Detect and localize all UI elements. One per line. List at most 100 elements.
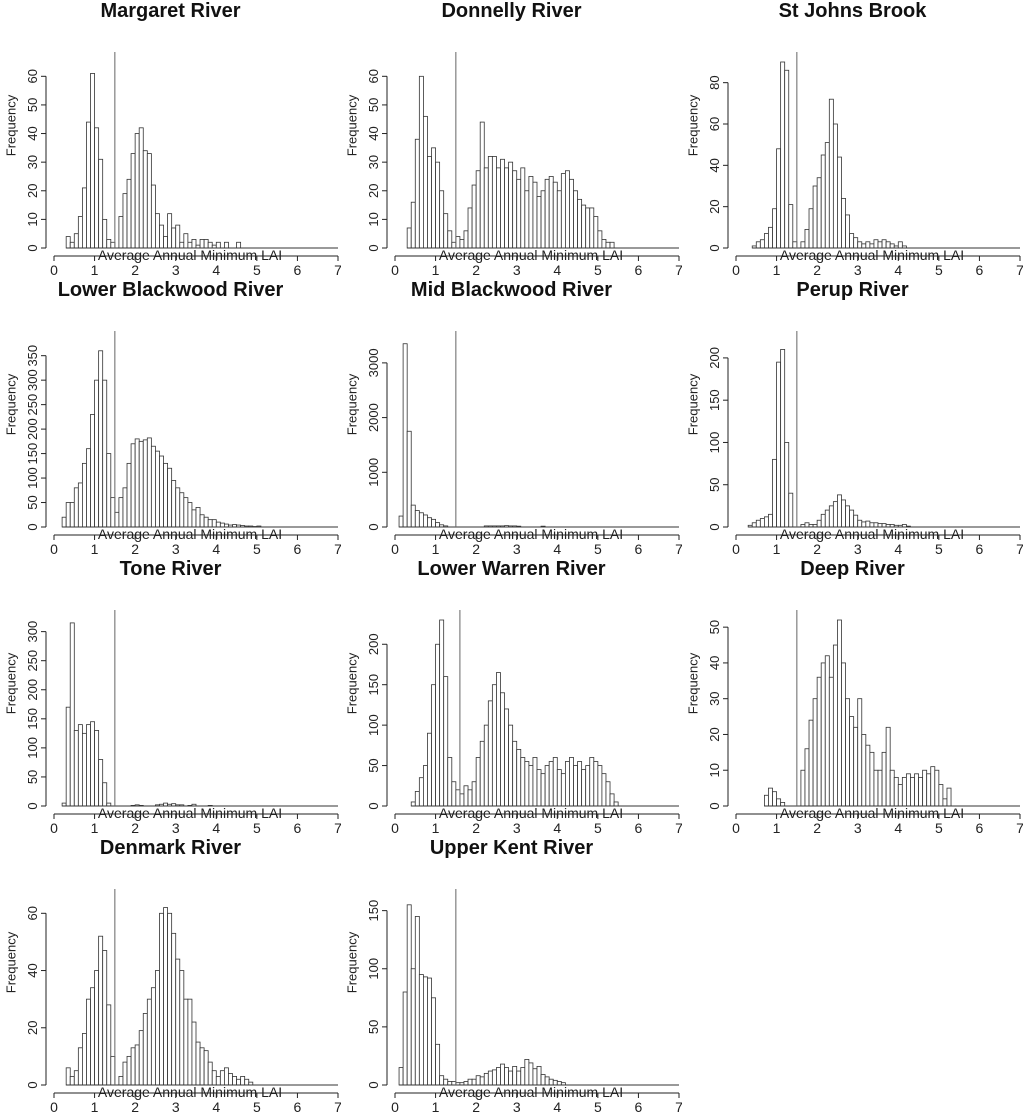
histogram-bar bbox=[544, 178, 550, 249]
histogram-bar bbox=[199, 1047, 205, 1086]
chart-title: Perup River bbox=[796, 279, 909, 301]
histogram-bar bbox=[187, 502, 193, 528]
histogram-bar bbox=[439, 619, 445, 807]
histogram-bar bbox=[772, 458, 777, 528]
histogram-bar bbox=[118, 216, 124, 249]
histogram-bar bbox=[491, 684, 497, 807]
histogram-bar bbox=[187, 998, 193, 1086]
y-tick-label: 150 bbox=[366, 900, 381, 922]
histogram-bar bbox=[500, 1063, 505, 1086]
histogram-bar bbox=[86, 121, 91, 249]
chart-title: Tone River bbox=[119, 558, 222, 580]
histogram-bar bbox=[597, 765, 603, 807]
histogram-bar bbox=[73, 1070, 79, 1086]
x-tick-label: 0 bbox=[732, 820, 740, 836]
x-tick-label: 0 bbox=[50, 262, 58, 278]
y-tick-label: 50 bbox=[366, 1020, 381, 1034]
histogram-bar bbox=[845, 214, 851, 249]
x-tick-label: 1 bbox=[773, 541, 781, 557]
histogram-bar bbox=[98, 759, 104, 807]
histogram-bar bbox=[406, 227, 412, 249]
histogram-bar bbox=[483, 167, 489, 249]
histogram-bar bbox=[410, 968, 416, 1086]
histogram-bar bbox=[86, 448, 91, 528]
y-tick-label: 300 bbox=[25, 369, 40, 391]
histogram-svg: 0 1 2 3 4 5 6 7 0 10 20 30 40 50 60 bbox=[366, 52, 682, 278]
x-tick-label: 4 bbox=[212, 1099, 220, 1115]
histogram-bar bbox=[106, 453, 112, 528]
histogram-bar bbox=[69, 622, 75, 807]
y-axis-label: Frequency bbox=[3, 373, 19, 436]
histogram-bar bbox=[179, 970, 185, 1086]
histogram-bar bbox=[146, 437, 152, 528]
histogram-bar bbox=[496, 672, 501, 807]
histogram-bar bbox=[110, 1055, 116, 1086]
x-tick-label: 7 bbox=[1016, 820, 1023, 836]
histogram-bar bbox=[516, 748, 522, 807]
y-tick-label: 1000 bbox=[366, 458, 381, 487]
histogram-bar bbox=[512, 1065, 518, 1086]
histogram-bar bbox=[163, 462, 169, 528]
histogram-bar bbox=[183, 497, 189, 528]
y-tick-label: 50 bbox=[25, 495, 40, 509]
histogram-bar bbox=[548, 176, 554, 249]
x-tick-label: 5 bbox=[253, 1099, 261, 1115]
y-axis-label: Frequency bbox=[344, 931, 360, 994]
x-tick-label: 2 bbox=[131, 1099, 139, 1115]
x-tick-label: 6 bbox=[976, 541, 984, 557]
histogram-bar bbox=[94, 127, 100, 249]
histogram-bar bbox=[155, 970, 160, 1086]
histogram-bar bbox=[824, 509, 830, 528]
histogram-bar bbox=[138, 1030, 144, 1086]
histogram-bar bbox=[849, 233, 855, 249]
histogram-bar bbox=[516, 1070, 522, 1086]
histogram-bar bbox=[171, 227, 177, 249]
x-tick-label: 7 bbox=[334, 541, 341, 557]
histogram-bar bbox=[207, 1061, 213, 1086]
histogram-bar bbox=[102, 782, 108, 807]
histogram-svg: 0 1 2 3 4 5 6 7 0 20 40 60 80 bbox=[707, 52, 1023, 278]
histogram-bar bbox=[496, 167, 501, 249]
histogram-bar bbox=[528, 765, 534, 807]
histogram-bar bbox=[901, 776, 907, 807]
histogram-bar bbox=[159, 912, 164, 1086]
histogram-bar bbox=[467, 207, 473, 249]
y-tick-label: 50 bbox=[707, 620, 722, 634]
x-tick-label: 4 bbox=[894, 262, 902, 278]
histogram-bar bbox=[788, 492, 794, 528]
y-axis-label: Frequency bbox=[344, 94, 360, 157]
histogram-bar bbox=[150, 184, 156, 249]
histogram-bar bbox=[832, 501, 838, 528]
histogram-bar bbox=[865, 744, 871, 807]
histogram-bar bbox=[142, 439, 148, 528]
histogram-bar bbox=[828, 505, 834, 528]
x-tick-label: 0 bbox=[50, 541, 58, 557]
y-tick-label: 20 bbox=[366, 184, 381, 198]
y-tick-label: 200 bbox=[707, 347, 722, 369]
histogram-bar bbox=[479, 121, 485, 249]
histogram-bar bbox=[605, 781, 611, 807]
histogram-bar bbox=[447, 757, 453, 807]
histogram-bar bbox=[512, 170, 518, 249]
histogram-bar bbox=[784, 442, 790, 528]
y-tick-label: 100 bbox=[707, 432, 722, 454]
histogram-bar bbox=[934, 769, 940, 807]
histogram-bar bbox=[479, 740, 485, 807]
histogram-bar bbox=[134, 438, 140, 528]
y-tick-label: 250 bbox=[25, 394, 40, 416]
histogram-bar bbox=[118, 497, 124, 528]
chart-title: Margaret River bbox=[100, 0, 241, 22]
x-tick-label: 7 bbox=[675, 262, 682, 278]
histogram-bar bbox=[82, 187, 87, 249]
y-tick-label: 50 bbox=[366, 98, 381, 112]
histogram-bar bbox=[130, 1047, 136, 1086]
x-tick-label: 4 bbox=[553, 1099, 561, 1115]
x-tick-label: 4 bbox=[894, 820, 902, 836]
y-tick-label: 30 bbox=[366, 155, 381, 169]
histogram-bar bbox=[577, 198, 583, 249]
histogram-bar bbox=[126, 462, 132, 528]
x-tick-label: 7 bbox=[334, 820, 341, 836]
histogram-bar bbox=[504, 1067, 510, 1086]
x-tick-label: 5 bbox=[935, 820, 943, 836]
histogram-bar bbox=[155, 213, 160, 249]
